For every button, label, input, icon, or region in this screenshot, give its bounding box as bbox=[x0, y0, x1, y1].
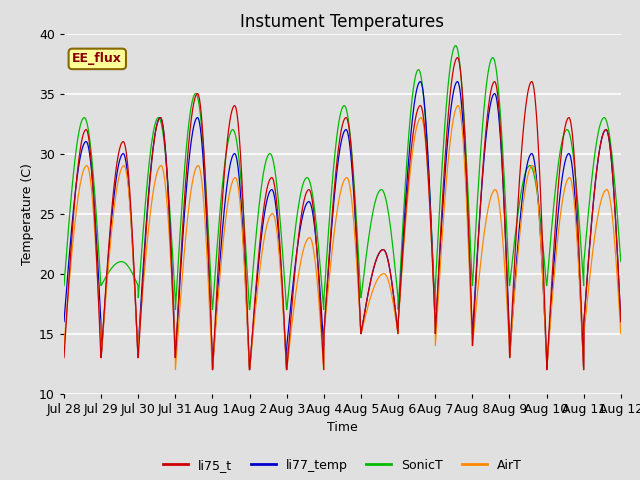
Legend: li75_t, li77_temp, SonicT, AirT: li75_t, li77_temp, SonicT, AirT bbox=[158, 454, 527, 477]
Title: Instument Temperatures: Instument Temperatures bbox=[241, 12, 444, 31]
Text: EE_flux: EE_flux bbox=[72, 52, 122, 65]
Y-axis label: Temperature (C): Temperature (C) bbox=[20, 163, 33, 264]
X-axis label: Time: Time bbox=[327, 421, 358, 434]
